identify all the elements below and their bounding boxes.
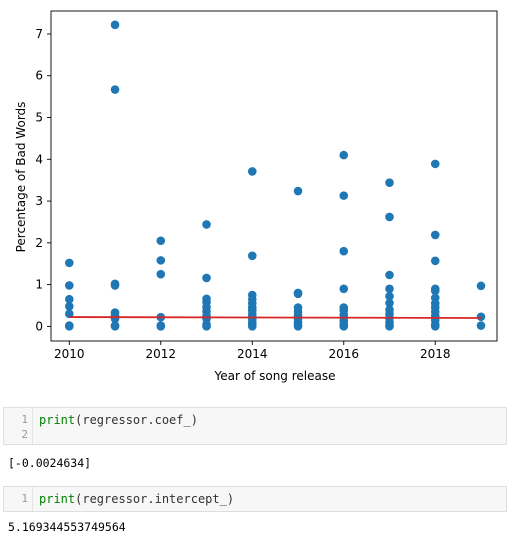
code-function: print	[39, 413, 76, 427]
data-point	[339, 246, 349, 256]
data-point	[339, 322, 349, 331]
data-point	[110, 20, 120, 30]
data-point	[339, 284, 349, 294]
x-tick-label: 2018	[420, 347, 451, 361]
data-point	[156, 269, 166, 279]
scatter-plot: 2010 2012 2014 2016 2018 0 1 2 3 4 5 6 7 Year of son…	[14, 10, 498, 383]
data-point	[65, 322, 74, 331]
y-tick-label: 3	[35, 194, 43, 208]
data-point	[156, 322, 166, 331]
data-point	[293, 186, 303, 196]
data-point	[202, 220, 211, 229]
data-point	[476, 312, 486, 322]
data-point	[476, 321, 486, 330]
data-point	[156, 256, 166, 265]
y-axis-label: Percentage of Bad Words	[14, 102, 28, 253]
data-point	[293, 289, 303, 299]
data-point	[65, 294, 74, 304]
data-point	[339, 150, 349, 160]
data-point	[430, 322, 440, 331]
data-point	[247, 167, 257, 176]
x-axis-label: Year of song release	[214, 369, 336, 383]
code-args: (regressor.intercept_)	[75, 492, 235, 506]
data-point	[385, 212, 394, 222]
plot-marks	[65, 20, 486, 331]
line-number-gutter: 1	[4, 487, 33, 511]
line-number: 1	[21, 413, 28, 426]
code-line[interactable]: print(regressor.intercept_)	[39, 491, 234, 507]
data-point	[430, 159, 440, 169]
data-point	[65, 302, 74, 311]
line-number: 2	[21, 428, 28, 441]
data-point	[202, 273, 211, 283]
line-number-gutter: 1 2	[4, 408, 33, 444]
data-point	[65, 281, 74, 290]
data-point	[247, 322, 257, 331]
data-point	[430, 256, 440, 266]
x-tick-label: 2010	[54, 347, 85, 361]
code-args: (regressor.coef_)	[75, 413, 198, 427]
data-point	[65, 258, 74, 268]
data-point	[293, 322, 303, 331]
data-point	[385, 178, 394, 187]
data-point	[65, 309, 74, 319]
data-point	[476, 281, 486, 291]
plot-frame	[50, 10, 498, 342]
x-tick-label: 2014	[237, 347, 268, 361]
data-point	[247, 251, 257, 261]
y-tick-label: 0	[35, 319, 43, 333]
data-point	[430, 286, 440, 296]
cell-output-2: 5.169344553749564	[8, 520, 126, 534]
data-point	[430, 230, 440, 240]
code-cell-2[interactable]: 1 print(regressor.intercept_)	[3, 486, 507, 512]
data-point	[385, 284, 394, 294]
y-tick-label: 2	[35, 236, 43, 250]
x-tick-label: 2012	[146, 347, 177, 361]
y-tick-label: 1	[35, 278, 43, 292]
data-point	[110, 322, 120, 331]
data-point	[339, 191, 349, 200]
data-point	[385, 322, 394, 331]
data-point	[110, 281, 120, 290]
data-point	[110, 85, 120, 94]
code-line[interactable]: print(regressor.coef_)	[39, 412, 198, 428]
line-number: 1	[21, 492, 28, 505]
cell-output-1: [-0.0024634]	[8, 456, 92, 470]
plot-axes: 2010 2012 2014 2016 2018 0 1 2 3 4 5 6 7	[35, 10, 498, 361]
code-function: print	[39, 492, 76, 506]
x-tick-label: 2016	[328, 347, 359, 361]
data-point	[156, 236, 166, 246]
regression-line	[69, 316, 481, 319]
y-tick-label: 7	[35, 27, 43, 41]
data-point	[385, 298, 394, 308]
code-cell-1[interactable]: 1 2 print(regressor.coef_)	[3, 407, 507, 445]
data-point	[202, 322, 211, 331]
data-point	[385, 270, 394, 280]
y-tick-label: 5	[35, 111, 43, 125]
y-tick-label: 6	[35, 69, 43, 83]
y-tick-label: 4	[35, 152, 43, 166]
data-point	[385, 292, 394, 301]
